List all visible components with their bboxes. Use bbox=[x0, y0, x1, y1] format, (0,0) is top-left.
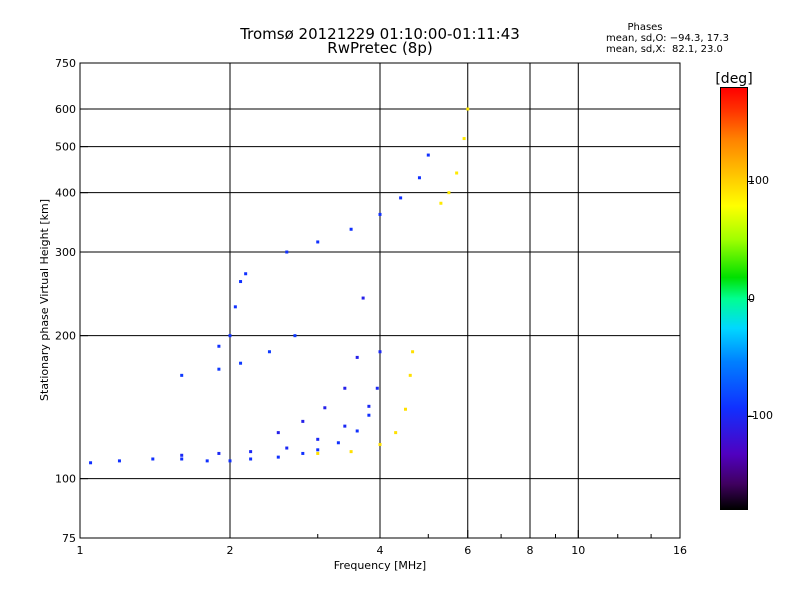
data-points bbox=[89, 107, 470, 465]
y-axis-label: Stationary phase Virtual Height [km] bbox=[38, 199, 51, 401]
phase-stats-heading: Phases bbox=[627, 22, 663, 33]
data-point bbox=[466, 107, 470, 111]
data-point bbox=[394, 431, 398, 435]
data-point bbox=[316, 451, 320, 455]
x-axis-label: Frequency [MHz] bbox=[334, 559, 426, 572]
phase-colorbar bbox=[720, 87, 748, 510]
data-point bbox=[239, 280, 243, 284]
x-tick-label: 2 bbox=[227, 544, 234, 557]
x-tick-label: 4 bbox=[377, 544, 384, 557]
data-point bbox=[361, 296, 365, 300]
data-point bbox=[378, 350, 382, 354]
data-point bbox=[355, 355, 359, 359]
data-point bbox=[343, 386, 347, 390]
data-point bbox=[399, 196, 403, 200]
y-tick-label: 400 bbox=[55, 187, 76, 200]
phase-stat-x-mode: mean, sd,X: 82.1, 23.0 bbox=[606, 44, 723, 55]
y-tick-label: 300 bbox=[55, 246, 76, 259]
data-point bbox=[447, 191, 451, 195]
y-tick-label: 750 bbox=[55, 57, 76, 70]
data-point bbox=[349, 227, 353, 231]
chart-title: Tromsø 20121229 01:10:00-01:11:43 bbox=[240, 25, 520, 43]
data-point bbox=[367, 413, 371, 417]
data-point bbox=[89, 461, 93, 465]
y-tick-label: 600 bbox=[55, 103, 76, 116]
data-point bbox=[217, 367, 221, 371]
colorbar-tick bbox=[748, 181, 754, 182]
data-point bbox=[349, 450, 353, 454]
data-point bbox=[343, 424, 347, 428]
data-point bbox=[285, 446, 289, 450]
data-point bbox=[408, 373, 412, 377]
y-tick-label: 500 bbox=[55, 141, 76, 154]
x-tick-label: 1 bbox=[77, 544, 84, 557]
data-point bbox=[301, 419, 305, 423]
data-point bbox=[355, 429, 359, 433]
data-point bbox=[151, 457, 155, 461]
data-point bbox=[285, 250, 289, 254]
x-tick-label: 10 bbox=[571, 544, 585, 557]
data-point bbox=[244, 272, 248, 276]
x-tick-label: 8 bbox=[527, 544, 534, 557]
plot-frame bbox=[79, 62, 681, 539]
data-point bbox=[411, 350, 415, 354]
colorbar-tick bbox=[748, 298, 754, 300]
grid-lines bbox=[80, 63, 680, 538]
data-point bbox=[217, 451, 221, 455]
data-point bbox=[276, 455, 280, 459]
chart-subtitle: RwPretec (8p) bbox=[327, 39, 433, 57]
data-point bbox=[180, 457, 184, 461]
data-point bbox=[205, 459, 209, 463]
x-tick-label: 6 bbox=[464, 544, 471, 557]
data-point bbox=[217, 344, 221, 348]
data-point bbox=[316, 448, 320, 452]
data-point bbox=[180, 453, 184, 457]
data-point bbox=[323, 406, 327, 410]
data-point bbox=[439, 201, 443, 205]
x-tick-label: 16 bbox=[673, 544, 687, 557]
data-point bbox=[417, 176, 421, 180]
data-point bbox=[301, 451, 305, 455]
colorbar-label: [deg] bbox=[715, 71, 753, 87]
data-point bbox=[249, 450, 253, 454]
data-point bbox=[293, 334, 297, 338]
data-point bbox=[249, 457, 253, 461]
data-point bbox=[403, 407, 407, 411]
data-point bbox=[316, 437, 320, 441]
data-point bbox=[233, 305, 237, 309]
data-point bbox=[367, 404, 371, 408]
data-point bbox=[276, 431, 280, 435]
y-tick-label: 100 bbox=[55, 473, 76, 486]
data-point bbox=[117, 459, 121, 463]
colorbar-tick bbox=[748, 416, 754, 417]
data-point bbox=[267, 350, 271, 354]
data-point bbox=[180, 373, 184, 377]
colorbar-tick-label: 0 bbox=[748, 291, 755, 305]
colorbar-tick-label: -100 bbox=[748, 409, 773, 422]
data-point bbox=[316, 240, 320, 244]
y-tick-label: 200 bbox=[55, 330, 76, 343]
data-point bbox=[455, 171, 459, 175]
data-point bbox=[462, 137, 466, 141]
data-point bbox=[378, 212, 382, 216]
axis-ticks: 1 2 4 6 8 10 16 75 100 200 300 400 500 600 750 bbox=[55, 57, 687, 557]
data-point bbox=[375, 386, 379, 390]
data-point bbox=[228, 334, 232, 338]
data-point bbox=[239, 361, 243, 365]
data-point bbox=[228, 459, 232, 463]
data-point bbox=[426, 153, 430, 157]
y-tick-label: 75 bbox=[62, 532, 76, 545]
phase-stat-o-mode: mean, sd,O: −94.3, 17.3 bbox=[606, 33, 729, 44]
colorbar-tick-label: 100 bbox=[748, 174, 769, 187]
data-point bbox=[378, 443, 382, 447]
data-point bbox=[336, 441, 340, 445]
